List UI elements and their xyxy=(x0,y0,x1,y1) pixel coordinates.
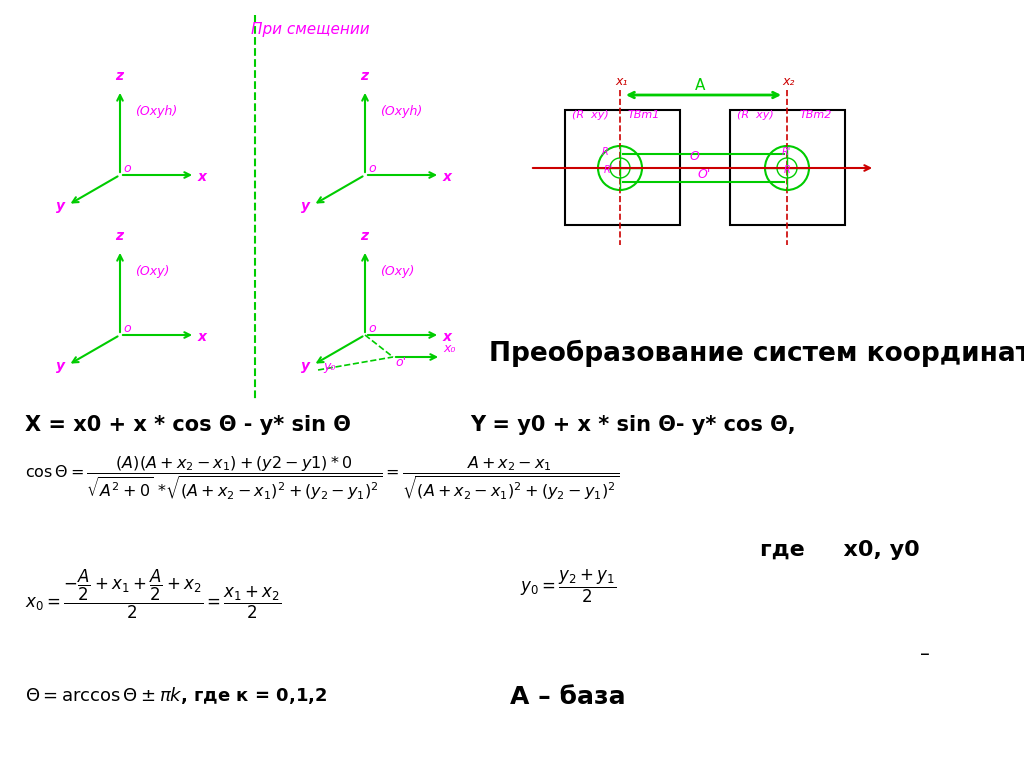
Text: X = x0 + x * cos Θ - y* sin Θ: X = x0 + x * cos Θ - y* sin Θ xyxy=(25,415,351,435)
Text: A – база: A – база xyxy=(510,685,626,709)
Text: y₀: y₀ xyxy=(323,360,336,373)
Text: o: o xyxy=(368,162,376,175)
Text: y: y xyxy=(301,199,310,213)
Text: y: y xyxy=(56,199,66,213)
Text: z: z xyxy=(115,69,123,83)
Text: R: R xyxy=(784,165,791,175)
Text: Y = y0 + x * sin Θ- y* cos Θ,: Y = y0 + x * sin Θ- y* cos Θ, xyxy=(470,415,796,435)
Text: x₁: x₁ xyxy=(615,75,628,88)
Text: o: o xyxy=(123,162,131,175)
Text: y: y xyxy=(56,359,66,373)
Text: z: z xyxy=(360,229,368,243)
Text: x: x xyxy=(198,330,207,344)
Text: $y_0 = \dfrac{y_2+y_1}{2}$: $y_0 = \dfrac{y_2+y_1}{2}$ xyxy=(520,568,616,605)
Text: где     x0, y0: где x0, y0 xyxy=(760,540,920,560)
Text: –: – xyxy=(920,645,930,664)
Text: z: z xyxy=(115,229,123,243)
Text: $\Theta= \arccos\Theta \pm \pi k$, где к = 0,1,2: $\Theta= \arccos\Theta \pm \pi k$, где к… xyxy=(25,685,328,706)
Text: TBm2: TBm2 xyxy=(800,110,833,120)
Text: R: R xyxy=(602,147,608,157)
Text: x₀: x₀ xyxy=(443,342,456,355)
Text: (Oxyh): (Oxyh) xyxy=(135,105,177,118)
Text: При смещении: При смещении xyxy=(251,22,370,37)
Text: O: O xyxy=(690,150,699,163)
Text: (R  xy): (R xy) xyxy=(572,110,608,120)
Text: Преобразование систем координат: Преобразование систем координат xyxy=(488,340,1024,367)
Text: z: z xyxy=(360,69,368,83)
Text: x: x xyxy=(198,170,207,184)
Text: x: x xyxy=(443,170,452,184)
Bar xyxy=(565,110,680,225)
Text: $\cos\Theta = \dfrac{(A)(A+x_2-x_1)+(y2-y1)*0}{\sqrt{A^2+0}\,*\!\sqrt{(A+x_2-x_1: $\cos\Theta = \dfrac{(A)(A+x_2-x_1)+(y2-… xyxy=(25,455,620,502)
Text: x₂: x₂ xyxy=(782,75,795,88)
Text: R': R' xyxy=(604,165,613,175)
Text: R': R' xyxy=(782,147,792,157)
Text: y: y xyxy=(301,359,310,373)
Text: (Oxyh): (Oxyh) xyxy=(380,105,422,118)
Text: (Oxy): (Oxy) xyxy=(135,265,169,278)
Bar xyxy=(730,110,845,225)
Text: o: o xyxy=(368,322,376,335)
Text: $x_0 = \dfrac{-\dfrac{A}{2}+x_1+\dfrac{A}{2}+x_2}{2} = \dfrac{x_1+x_2}{2}$: $x_0 = \dfrac{-\dfrac{A}{2}+x_1+\dfrac{A… xyxy=(25,568,282,621)
Text: o': o' xyxy=(395,356,406,369)
Text: (R  xy): (R xy) xyxy=(737,110,774,120)
Text: TBm1: TBm1 xyxy=(628,110,660,120)
Text: O': O' xyxy=(697,168,711,181)
Text: x: x xyxy=(443,330,452,344)
Text: (Oxy): (Oxy) xyxy=(380,265,415,278)
Text: A: A xyxy=(695,78,706,93)
Text: o: o xyxy=(123,322,131,335)
